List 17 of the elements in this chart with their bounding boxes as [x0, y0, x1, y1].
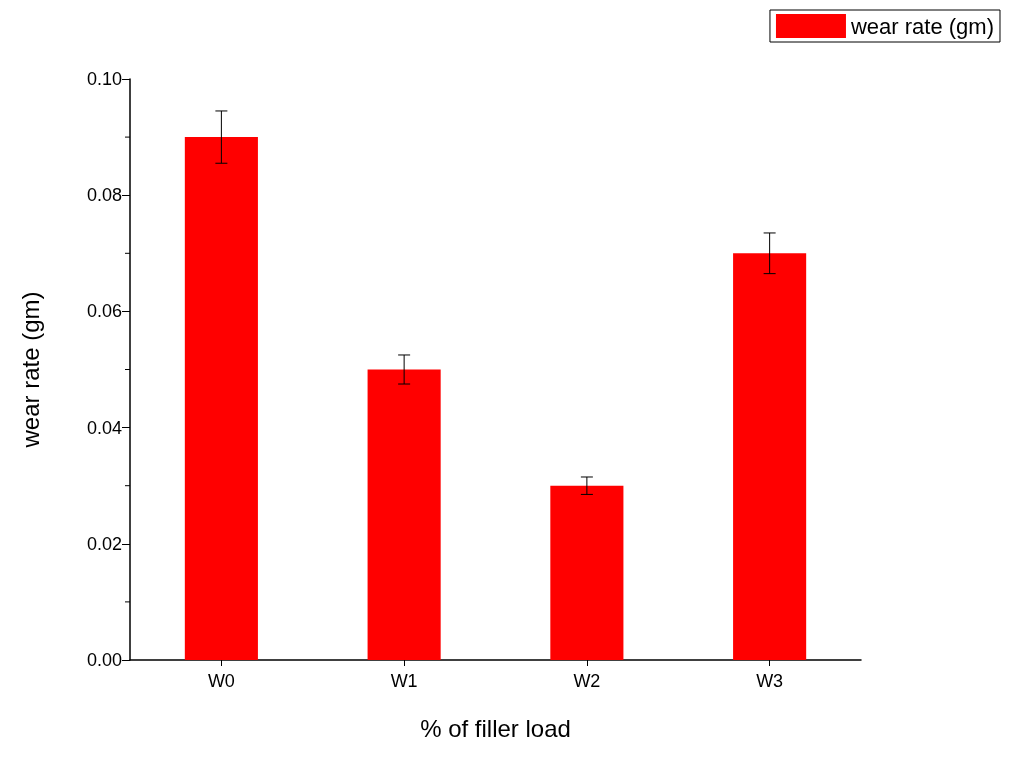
y-tick-label: 0.08 — [86, 185, 122, 206]
x-axis-title: % of filler load — [420, 714, 571, 742]
y-tick-label: 0.10 — [86, 69, 122, 89]
x-tick-label: W3 — [756, 671, 784, 691]
x-tick-label: W1 — [390, 671, 418, 691]
y-tick-label: 0.00 — [86, 650, 122, 670]
bar — [550, 485, 624, 660]
y-tick-label: 0.02 — [86, 533, 122, 554]
y-tick-label: 0.04 — [86, 417, 122, 438]
bar — [367, 369, 441, 660]
x-tick-label: W2 — [573, 671, 601, 691]
bar — [184, 137, 258, 660]
x-tick-label: W0 — [207, 671, 235, 691]
y-axis-title: wear rate (gm) — [16, 291, 44, 449]
legend-label: wear rate (gm) — [849, 13, 995, 39]
y-tick-label: 0.06 — [86, 301, 122, 322]
bar — [733, 253, 807, 660]
